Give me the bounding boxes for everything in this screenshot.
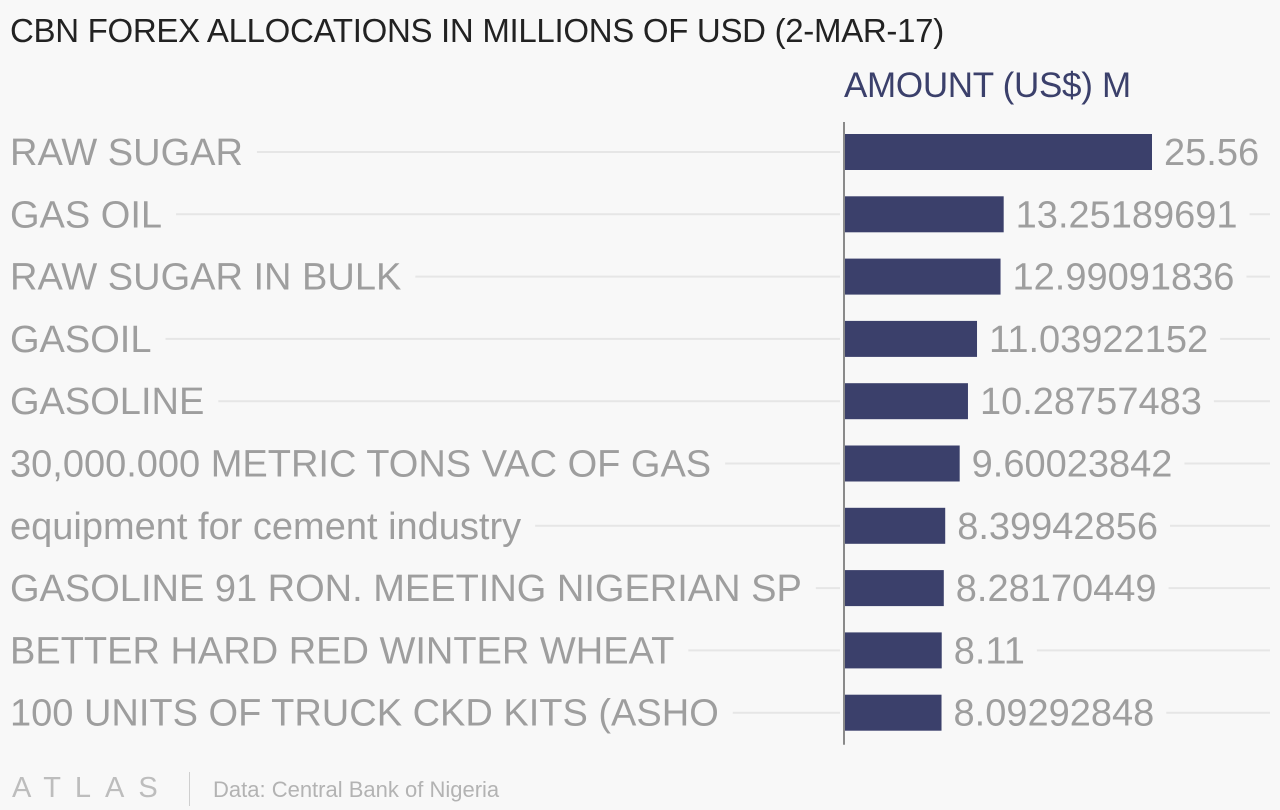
category-label: GASOLINE 91 RON. MEETING NIGERIAN SP <box>10 568 802 610</box>
value-label: 8.11 <box>954 630 1025 672</box>
bar <box>844 507 946 544</box>
value-label: 8.28170449 <box>956 568 1157 610</box>
value-label: 11.03922152 <box>989 319 1208 361</box>
category-label: 30,000.000 METRIC TONS VAC OF GAS <box>10 444 711 486</box>
category-label: GAS OIL <box>10 194 162 236</box>
footer-separator <box>189 772 190 806</box>
bar <box>844 134 1152 170</box>
bar <box>844 570 944 607</box>
value-label: 13.25189691 <box>1016 194 1238 236</box>
value-column-header: AMOUNT (US$) M <box>844 66 1131 105</box>
category-label: GASOLINE <box>10 381 204 423</box>
labels: RAW SUGAR 25.56 GAS OIL 13.25189691 RAW SUGA… <box>10 132 1259 735</box>
bar <box>844 320 978 357</box>
bars <box>844 134 1152 731</box>
category-label: RAW SUGAR IN BULK <box>10 257 401 299</box>
bar <box>844 196 1004 233</box>
value-label: 10.28757483 <box>980 381 1202 423</box>
bar <box>844 694 942 731</box>
row-guides <box>165 151 1270 714</box>
value-label: 9.60023842 <box>972 444 1173 486</box>
atlas-logo: ATLAS <box>12 772 172 804</box>
bar <box>844 383 968 420</box>
value-label: 8.39942856 <box>957 506 1158 548</box>
value-label: 12.99091836 <box>1013 257 1235 299</box>
category-label: BETTER HARD RED WINTER WHEAT <box>10 630 674 672</box>
data-source-note: Data: Central Bank of Nigeria <box>213 777 500 802</box>
value-label: 25.56 <box>1164 132 1259 174</box>
bar <box>844 258 1001 295</box>
chart-title: CBN FOREX ALLOCATIONS IN MILLIONS OF USD… <box>10 12 944 49</box>
category-label: equipment for cement industry <box>10 506 521 548</box>
category-label: 100 UNITS OF TRUCK CKD KITS (ASHO <box>10 693 719 735</box>
bar <box>844 445 960 482</box>
category-label: GASOIL <box>10 319 152 361</box>
value-label: 8.09292848 <box>954 693 1155 735</box>
category-label: RAW SUGAR <box>10 132 243 174</box>
bar <box>844 632 942 669</box>
